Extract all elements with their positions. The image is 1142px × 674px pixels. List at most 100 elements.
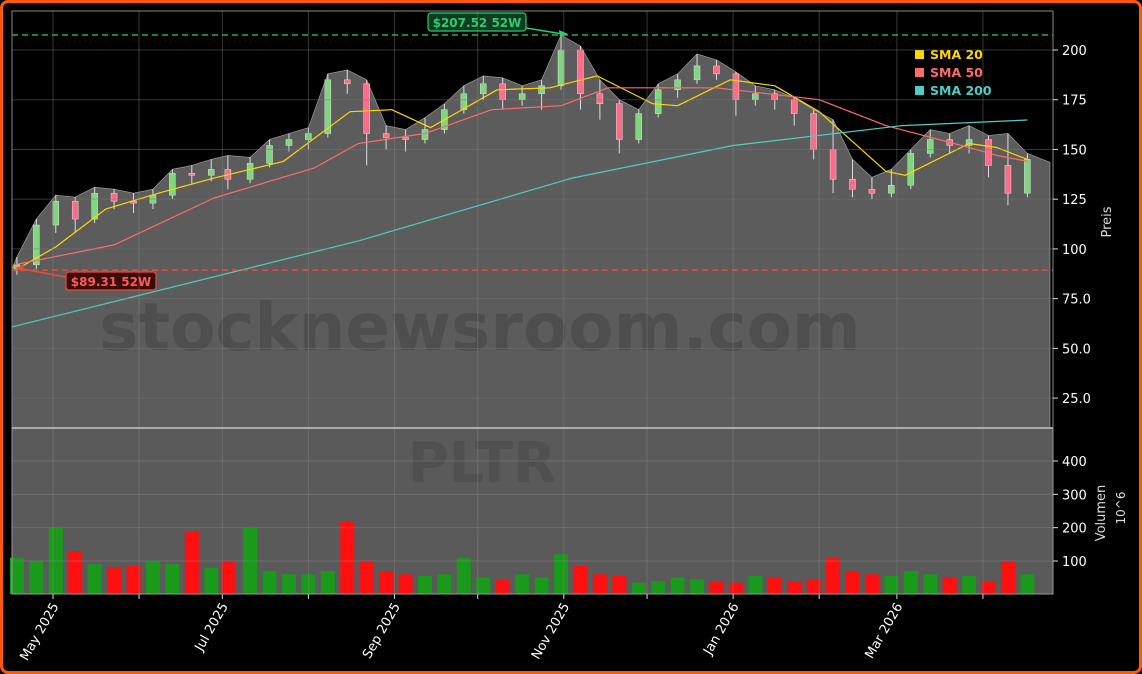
volume-bar xyxy=(923,574,938,594)
volume-bar xyxy=(864,574,879,594)
volume-bar xyxy=(87,564,102,594)
candle-body xyxy=(324,79,332,134)
candle-body xyxy=(52,200,60,226)
sma50-line xyxy=(13,87,1028,266)
high-52w-label: $207.52 52W xyxy=(433,16,522,30)
candle-body xyxy=(907,153,915,186)
candle xyxy=(52,195,60,233)
candle-body xyxy=(188,173,196,176)
price-tick-label: 175 xyxy=(1062,94,1087,109)
volume-bar xyxy=(359,561,374,594)
candle-body xyxy=(207,169,215,176)
candle-body xyxy=(33,224,40,266)
x-tick-label: Nov 2025 xyxy=(529,601,573,663)
candle xyxy=(868,177,876,200)
candle xyxy=(926,129,934,158)
volume-bar xyxy=(709,581,724,594)
candle-body xyxy=(596,93,604,104)
candle-body xyxy=(577,49,584,95)
volume-axis-label: Volumen xyxy=(1094,485,1109,542)
candle xyxy=(596,79,604,120)
candle xyxy=(965,125,973,154)
candle-body xyxy=(1004,165,1012,194)
low-52w-label: $89.31 52W xyxy=(71,275,151,289)
x-tick-label: May 2025 xyxy=(17,601,62,664)
candle-body xyxy=(713,65,720,75)
candle xyxy=(674,73,681,98)
legend-sma50: SMA 50 xyxy=(930,65,983,80)
volume-tick-label: 200 xyxy=(1062,522,1087,537)
volume-bar xyxy=(884,576,899,594)
candle-body xyxy=(790,99,798,114)
x-tick-label: Mar 2026 xyxy=(863,601,907,662)
candle-body xyxy=(110,192,118,202)
gridlines xyxy=(12,11,1053,594)
volume-bar xyxy=(48,527,63,594)
candle-body xyxy=(460,93,468,110)
candle-body xyxy=(752,93,759,100)
price-tick-label: 200 xyxy=(1062,44,1087,59)
volume-bar xyxy=(107,567,122,594)
volume-bar xyxy=(767,577,782,594)
price-area xyxy=(11,34,1051,429)
candle-body xyxy=(888,185,895,194)
candle xyxy=(635,109,642,144)
low-52w-arrowhead xyxy=(15,265,24,272)
volume-unit-label: 10^6 xyxy=(1114,492,1128,525)
volume-bar xyxy=(942,577,957,594)
candle xyxy=(110,189,118,210)
volume-bar xyxy=(592,574,607,594)
candle-body xyxy=(1024,159,1031,194)
candle-body xyxy=(557,49,565,87)
candle-body xyxy=(363,83,370,134)
candle-body xyxy=(480,83,487,95)
volume-bar xyxy=(281,574,296,594)
sma20-line xyxy=(13,75,1028,272)
candle-body xyxy=(810,113,817,150)
volume-bar xyxy=(495,579,510,594)
volume-bar xyxy=(534,577,549,594)
volume-bar xyxy=(417,576,432,594)
price-tick-label: 150 xyxy=(1062,143,1087,158)
price-tick-label: 100 xyxy=(1062,243,1087,258)
volume-bar xyxy=(320,571,335,594)
volume-bar xyxy=(301,574,316,594)
candle xyxy=(577,46,584,110)
candle-body xyxy=(169,173,176,196)
candle xyxy=(713,59,720,80)
volume-bar xyxy=(573,566,588,594)
volume-bar xyxy=(554,554,569,594)
volume-bar xyxy=(437,574,452,594)
candle xyxy=(693,53,701,84)
candle-body xyxy=(246,163,254,180)
legend-sma200: SMA 200 xyxy=(930,83,992,98)
watermark-site: stocknewsroom.com xyxy=(99,289,861,366)
volume-bar xyxy=(220,561,235,594)
volume-tick-label: 300 xyxy=(1062,488,1087,503)
candle xyxy=(382,125,390,150)
candle xyxy=(616,99,623,154)
legend-swatch xyxy=(915,50,924,59)
price-tick-label: 125 xyxy=(1062,193,1087,208)
high-52w-arrow xyxy=(525,27,564,35)
candle-body xyxy=(693,65,701,81)
volume-bar xyxy=(806,579,821,594)
volume-tick-label: 100 xyxy=(1062,555,1087,570)
candle-body xyxy=(305,133,312,140)
candle xyxy=(324,73,332,138)
volume-bar xyxy=(68,551,83,594)
volume-bar xyxy=(340,521,355,594)
candle xyxy=(557,35,565,90)
volume-bar xyxy=(9,557,24,594)
candle xyxy=(344,69,351,94)
candle xyxy=(771,89,779,110)
candle xyxy=(480,75,487,100)
candle xyxy=(207,159,215,182)
volume-bar xyxy=(204,567,219,594)
candle-body xyxy=(829,149,837,180)
candle-body xyxy=(926,139,934,154)
volume-bar xyxy=(748,576,763,594)
volume-bar xyxy=(1020,574,1035,594)
volume-tick-label: 400 xyxy=(1062,455,1087,470)
candle xyxy=(732,71,740,116)
